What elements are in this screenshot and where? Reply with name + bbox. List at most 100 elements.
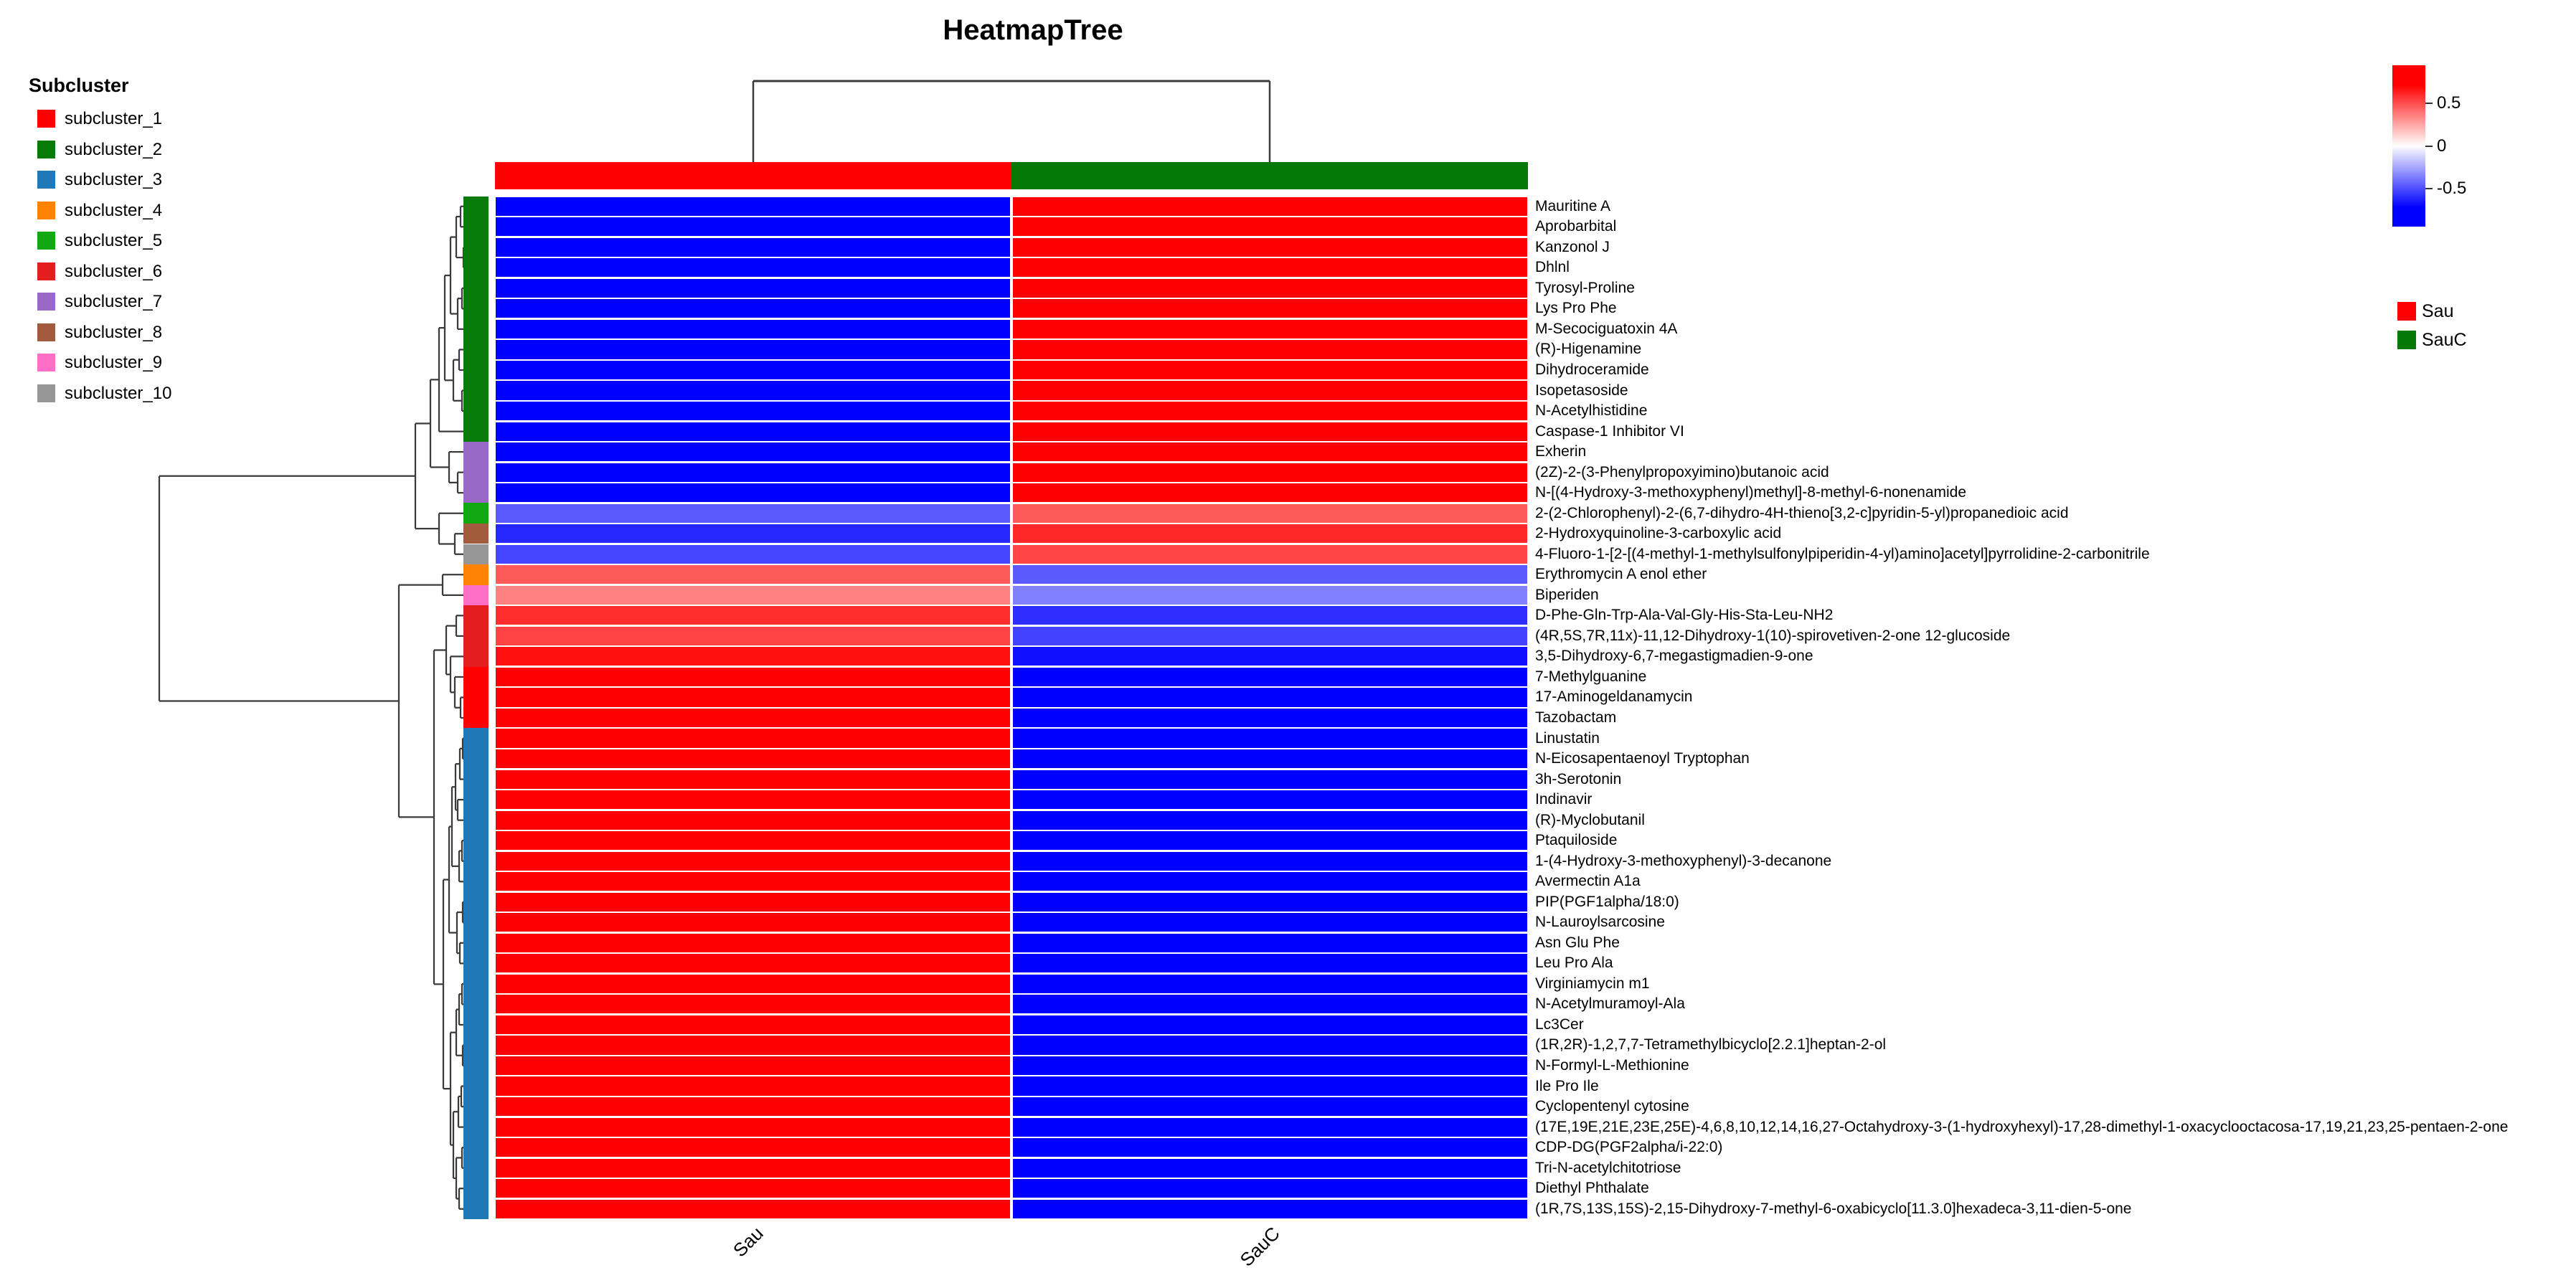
heatmap-cell <box>496 647 1010 666</box>
heatmap-cell <box>496 381 1010 400</box>
row-label: 2-(2-Chlorophenyl)-2-(6,7-dihydro-4H-thi… <box>1535 504 2069 521</box>
heatmap-cell <box>1013 974 1527 993</box>
row-label: Kanzonol J <box>1535 238 1610 255</box>
row-subcluster-segment <box>463 666 489 729</box>
heatmap-cell <box>1013 913 1527 932</box>
heatmap-cell <box>496 483 1010 503</box>
heatmap-cell <box>1013 258 1527 278</box>
heatmap-cell <box>1013 1056 1527 1076</box>
legend-item-label: subcluster_4 <box>65 200 163 220</box>
legend-item: subcluster_8 <box>37 323 281 342</box>
heatmap-cell <box>1013 278 1527 298</box>
heatmap-cell <box>496 1056 1010 1076</box>
row-label: (4R,5S,7R,11x)-11,12-Dihydroxy-1(10)-spi… <box>1535 627 2011 644</box>
heatmap-cell <box>1013 565 1527 584</box>
row-label: N-Lauroylsarcosine <box>1535 914 1665 931</box>
heatmap-cell <box>1013 1117 1527 1137</box>
heatmap-cell <box>1013 1015 1527 1035</box>
heatmap-cell <box>1013 1158 1527 1178</box>
row-label: Tyrosyl-Proline <box>1535 279 1635 296</box>
heatmap-cell <box>496 1179 1010 1198</box>
heatmap-cell <box>1013 483 1527 503</box>
legend-item-label: subcluster_7 <box>65 292 163 311</box>
heatmap-cell <box>496 278 1010 298</box>
heatmap-cell <box>496 360 1010 380</box>
row-label: 17-Aminogeldanamycin <box>1535 688 1693 706</box>
legend-item: subcluster_2 <box>37 140 281 159</box>
heatmap-cell <box>1013 729 1527 748</box>
heatmap-cell <box>1013 688 1527 707</box>
row-subcluster-segment <box>463 196 489 442</box>
row-label: Indinavir <box>1535 791 1593 808</box>
heatmap-cell <box>1013 995 1527 1014</box>
heatmap-cell <box>1013 319 1527 338</box>
colorbar-tick-mark <box>2425 145 2433 147</box>
heatmap-cell <box>496 913 1010 932</box>
row-label: N-Formyl-L-Methionine <box>1535 1057 1689 1074</box>
row-subcluster-segment <box>463 503 489 524</box>
legend-swatch <box>37 110 55 128</box>
row-label: Lys Pro Phe <box>1535 300 1617 317</box>
heatmap-cell <box>496 544 1010 564</box>
heatmap-cell <box>496 422 1010 441</box>
row-label: Dhlnl <box>1535 259 1570 276</box>
row-label: Cyclopentenyl cytosine <box>1535 1098 1689 1115</box>
row-label: Diethyl Phthalate <box>1535 1180 1649 1197</box>
heatmap-cell <box>1013 770 1527 789</box>
heatmap-cell <box>496 1015 1010 1035</box>
heatmap-cell <box>496 626 1010 645</box>
legend-item: subcluster_4 <box>37 200 281 220</box>
legend-swatch <box>37 354 55 371</box>
legend-item: subcluster_1 <box>37 110 281 128</box>
colorbar-tick-label: -0.5 <box>2437 178 2467 198</box>
column-group-segment <box>1011 162 1528 189</box>
row-label: (1R,2R)-1,2,7,7-Tetramethylbicyclo[2.2.1… <box>1535 1036 1887 1053</box>
heatmap-cell <box>496 974 1010 993</box>
heatmap-cell <box>496 729 1010 748</box>
heatmap-cell <box>496 258 1010 278</box>
row-label: 7-Methylguanine <box>1535 668 1647 685</box>
heatmap-cell <box>1013 790 1527 810</box>
legend-item-label: subcluster_8 <box>65 322 163 342</box>
heatmap-cell <box>1013 1097 1527 1117</box>
group-legend-item: Sau <box>2397 302 2512 321</box>
heatmap-cell <box>1013 626 1527 645</box>
heatmap-cell <box>496 463 1010 482</box>
heatmap-cell <box>1013 708 1527 728</box>
legend-item: subcluster_10 <box>37 384 281 403</box>
row-label: 4-Fluoro-1-[2-[(4-methyl-1-methylsulfony… <box>1535 545 2150 562</box>
heatmap-cell <box>496 196 1010 216</box>
heatmap-cell <box>496 606 1010 625</box>
heatmap-cell <box>1013 1076 1527 1096</box>
legend-swatch <box>37 323 55 341</box>
group-legend-swatch <box>2397 302 2416 321</box>
heatmap-cell <box>496 217 1010 237</box>
heatmap-cell <box>496 995 1010 1014</box>
legend-item: subcluster_6 <box>37 262 281 281</box>
row-subcluster-segment <box>463 544 489 565</box>
heatmap-cell <box>496 565 1010 584</box>
row-label: 3h-Serotonin <box>1535 770 1622 787</box>
row-label: (R)-Higenamine <box>1535 341 1642 358</box>
heatmap-cell <box>1013 196 1527 216</box>
heatmap-cell <box>1013 585 1527 605</box>
row-label: 3,5-Dihydroxy-6,7-megastigmadien-9-one <box>1535 648 1813 665</box>
heatmap-cell <box>1013 544 1527 564</box>
heatmap-cell <box>496 340 1010 359</box>
heatmap-cell <box>496 851 1010 871</box>
heatmap-cell <box>496 810 1010 830</box>
heatmap-cell <box>1013 299 1527 318</box>
heatmap-cell <box>496 585 1010 605</box>
heatmap-cell <box>496 831 1010 851</box>
heatmap-cell <box>1013 933 1527 952</box>
legend-swatch <box>37 201 55 219</box>
row-label: Biperiden <box>1535 586 1599 603</box>
colorbar-tick-mark <box>2425 187 2433 189</box>
heatmap-cell <box>1013 217 1527 237</box>
subcluster-legend-title: Subcluster <box>29 75 129 96</box>
heatmap-cell <box>496 749 1010 769</box>
heatmap-cell <box>496 954 1010 973</box>
heatmap-cell <box>1013 381 1527 400</box>
heatmap-cell <box>1013 1138 1527 1157</box>
row-label: Aprobarbital <box>1535 218 1617 235</box>
